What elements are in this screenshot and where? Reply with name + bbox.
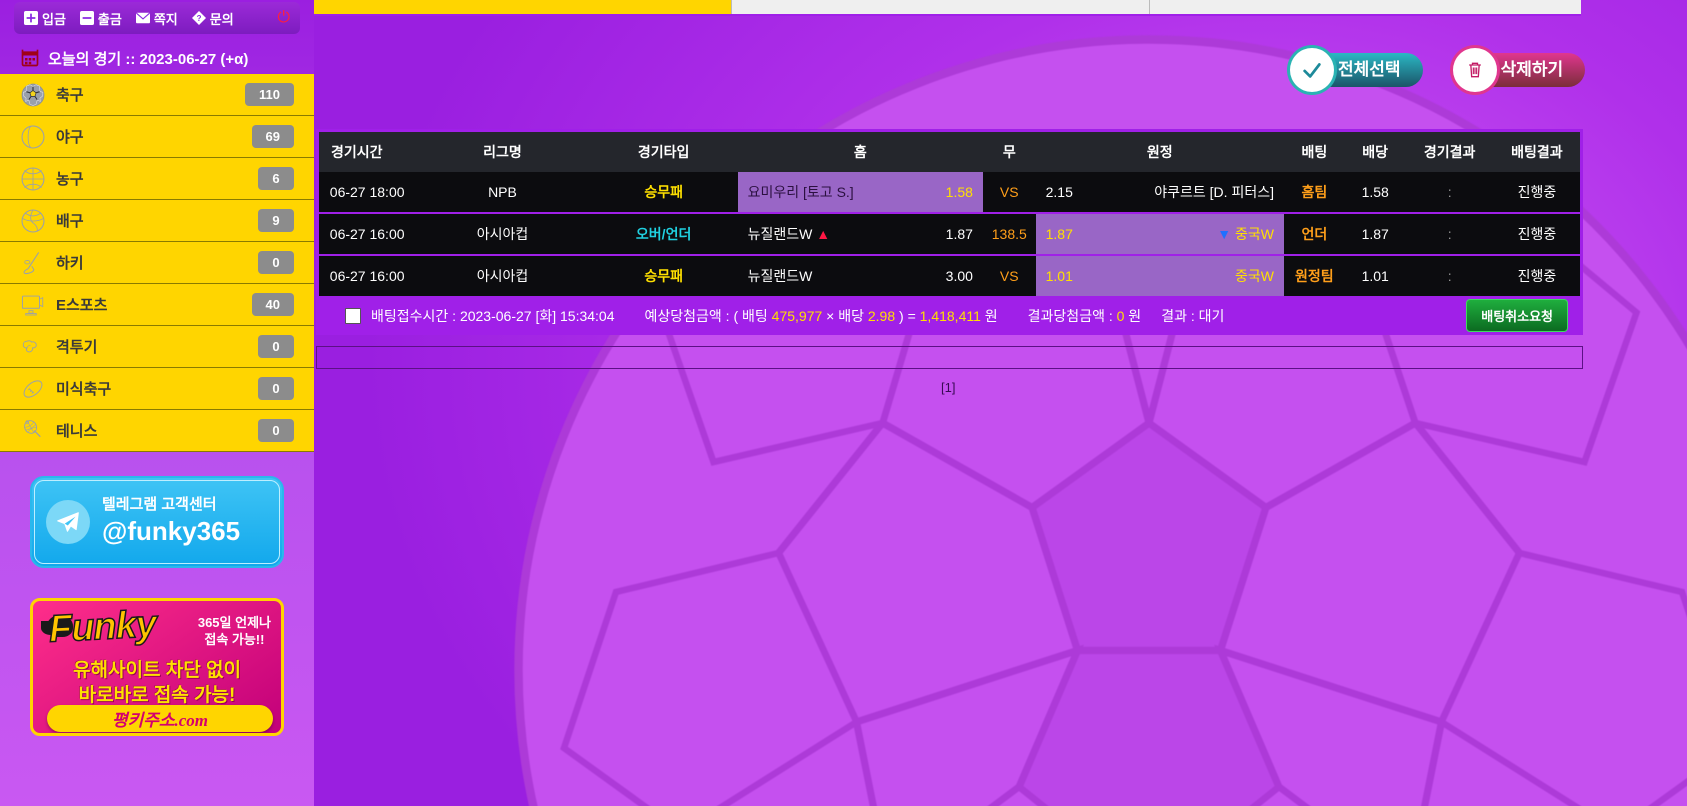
svg-text:?: ? bbox=[196, 14, 201, 23]
